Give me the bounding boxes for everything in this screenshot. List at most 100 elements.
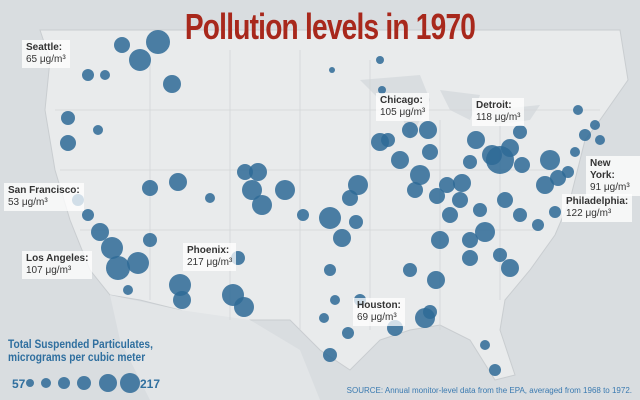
city-bubble (536, 176, 554, 194)
city-bubble (513, 208, 527, 222)
city-bubble (467, 131, 485, 149)
city-bubble (429, 188, 445, 204)
legend-max: 217 (140, 377, 161, 391)
city-bubble (513, 125, 527, 139)
city-bubble (427, 271, 445, 289)
city-bubble (462, 232, 478, 248)
city-bubble (590, 120, 600, 130)
city-bubble (403, 263, 417, 277)
city-bubble (573, 105, 583, 115)
city-bubble (402, 122, 418, 138)
legend-title-line: Total Suspended Particulates, (8, 337, 153, 351)
city-value: 53 μg/m³ (8, 197, 48, 208)
city-bubble (324, 264, 336, 276)
city-bubble (163, 75, 181, 93)
city-bubble (242, 180, 262, 200)
city-bubble (249, 163, 267, 181)
city-bubble (391, 151, 409, 169)
city-bubble (431, 231, 449, 249)
city-bubble (234, 297, 254, 317)
city-label: Seattle: 65 μg/m³ (22, 40, 70, 68)
city-bubble (419, 121, 437, 139)
legend-bubble (41, 378, 51, 388)
city-name: Los Angeles: (26, 253, 89, 264)
legend-title: Total Suspended Particulates, micrograms… (8, 338, 153, 364)
city-bubble (60, 135, 76, 151)
city-bubble (489, 364, 501, 376)
city-value: 105 μg/m³ (380, 107, 426, 118)
city-name: San Francisco: (8, 185, 80, 196)
city-value: 107 μg/m³ (26, 265, 72, 276)
legend-bubble (99, 374, 117, 392)
city-value: 217 μg/m³ (187, 257, 233, 268)
city-bubble (349, 215, 363, 229)
city-label: Chicago: 105 μg/m³ (376, 93, 430, 121)
city-value: 118 μg/m³ (476, 112, 521, 123)
city-name: New York: (590, 158, 615, 181)
city-bubble (371, 133, 389, 151)
city-bubble (252, 195, 272, 215)
city-bubble (463, 155, 477, 169)
city-bubble (342, 327, 354, 339)
city-label: Houston: 69 μg/m³ (353, 298, 405, 326)
city-bubble (579, 129, 591, 141)
city-label: Philadelphia: 122 μg/m³ (562, 194, 633, 222)
city-bubble (106, 256, 130, 280)
city-bubble (61, 111, 75, 125)
city-bubble (129, 49, 151, 71)
city-name: Phoenix: (187, 245, 230, 256)
city-bubble (514, 157, 530, 173)
city-bubble (143, 233, 157, 247)
city-bubble (570, 147, 580, 157)
city-bubble (114, 37, 130, 53)
city-bubble (550, 170, 566, 186)
city-label: New York: 91 μg/m³ (586, 156, 640, 196)
city-bubble (462, 250, 478, 266)
city-bubble (237, 164, 253, 180)
city-name: Detroit: (476, 100, 512, 111)
city-bubble (452, 192, 468, 208)
city-value: 122 μg/m³ (566, 208, 612, 219)
city-bubble (169, 274, 191, 296)
city-bubble (348, 175, 368, 195)
city-bubble (127, 252, 149, 274)
city-bubble (410, 165, 430, 185)
city-bubble (91, 223, 109, 241)
city-bubble (100, 70, 110, 80)
city-bubble (319, 313, 329, 323)
city-bubble (439, 177, 455, 193)
legend-min: 57 (12, 377, 26, 391)
city-label: Detroit: 118 μg/m³ (472, 98, 525, 126)
city-name: Chicago: (380, 95, 423, 106)
city-bubble (82, 209, 94, 221)
city-bubble (501, 139, 519, 157)
city-bubble (493, 248, 507, 262)
city-bubble (562, 166, 574, 178)
city-bubble (297, 209, 309, 221)
legend-title-line: micrograms per cubic meter (8, 350, 146, 364)
city-name: Philadelphia: (566, 196, 629, 207)
city-bubble (123, 285, 133, 295)
mexico (110, 295, 320, 400)
legend-bubble (77, 376, 91, 390)
source: SOURCE: Annual monitor-level data from t… (346, 386, 632, 395)
city-bubble (330, 295, 340, 305)
city-label: San Francisco: 53 μg/m³ (4, 183, 84, 211)
city-bubble (142, 180, 158, 196)
title: Pollution levels in 1970 (184, 6, 476, 47)
city-bubble (415, 308, 435, 328)
city-bubble (595, 135, 605, 145)
city-bubble (169, 173, 187, 191)
city-bubble (453, 174, 471, 192)
legend-bubble (120, 373, 140, 393)
city-name: Seattle: (26, 42, 63, 53)
city-label: Los Angeles: 107 μg/m³ (22, 251, 93, 279)
city-bubble (323, 348, 337, 362)
city-value: 91 μg/m³ (590, 182, 630, 193)
city-name: Houston: (357, 300, 401, 311)
city-bubble (549, 206, 561, 218)
city-bubble (319, 207, 341, 229)
city-bubble (442, 207, 458, 223)
city-value: 69 μg/m³ (357, 312, 397, 323)
